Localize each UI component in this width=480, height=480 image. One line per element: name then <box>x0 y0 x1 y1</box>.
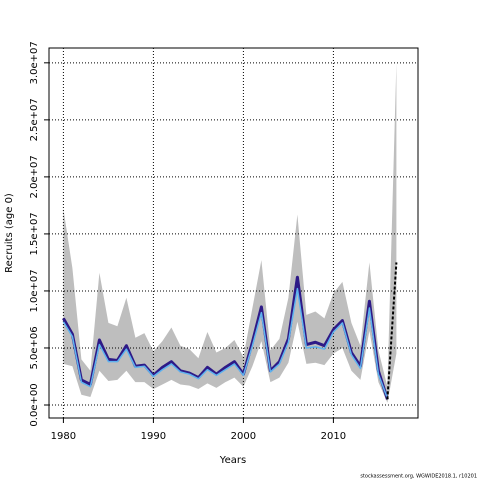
x-tick-label: 2010 <box>321 431 346 442</box>
footnote: stockassessment.org, WGWIDE2018.1, r1020… <box>360 474 477 480</box>
x-tick-label: 2000 <box>231 431 256 442</box>
x-tick-label: 1990 <box>141 431 166 442</box>
y-tick-label: 2.0e+07 <box>29 155 40 198</box>
y-tick-label: 3.0e+07 <box>29 41 40 84</box>
y-tick-label: 1.5e+07 <box>29 212 40 255</box>
y-tick-label: 5.0e+06 <box>29 326 40 369</box>
confidence-band <box>63 62 397 403</box>
plot-frame <box>48 47 419 419</box>
y-tick-label: 1.0e+07 <box>29 269 40 312</box>
x-tick-label: 1980 <box>51 431 76 442</box>
y-axis-label: Recruits (age 0) <box>4 193 15 273</box>
series-line <box>62 287 389 399</box>
series-line <box>386 262 398 400</box>
y-tick-label: 2.5e+07 <box>29 98 40 141</box>
y-tick-label: 0.0e+00 <box>29 383 40 426</box>
x-axis-label: Years <box>219 455 246 466</box>
